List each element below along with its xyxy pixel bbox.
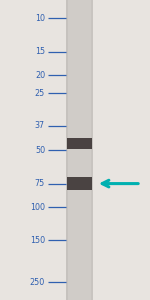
Text: 100: 100 <box>30 203 45 212</box>
Text: 20: 20 <box>35 71 45 80</box>
Text: 75: 75 <box>35 179 45 188</box>
Bar <box>66 0 68 300</box>
Text: 50: 50 <box>35 146 45 155</box>
Bar <box>91 0 93 300</box>
Text: 250: 250 <box>30 278 45 287</box>
Text: 10: 10 <box>35 14 45 23</box>
Text: 150: 150 <box>30 236 45 245</box>
Text: 37: 37 <box>35 121 45 130</box>
Bar <box>66 0 93 300</box>
Text: 25: 25 <box>35 89 45 98</box>
Text: 15: 15 <box>35 47 45 56</box>
